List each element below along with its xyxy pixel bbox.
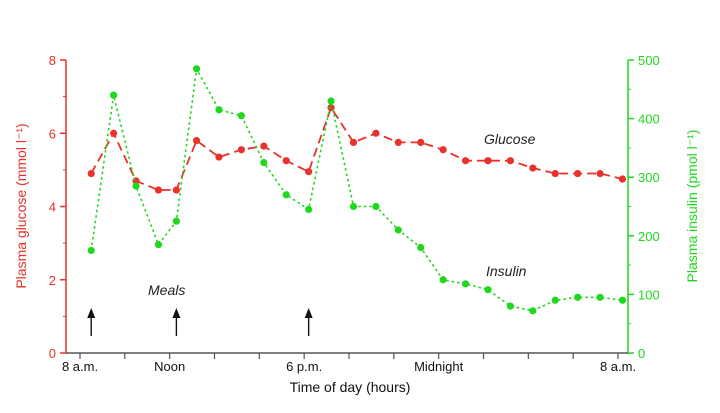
insulin-line (90, 68, 623, 312)
left-axis-title: Plasma glucose (mmol l⁻¹) (13, 123, 29, 288)
insulin-point (172, 217, 180, 225)
insulin-point (484, 286, 492, 294)
glucose-point (215, 153, 223, 161)
insulin-point (506, 302, 514, 310)
insulin-point (417, 243, 425, 252)
meal-arrow-head (304, 308, 313, 318)
right-axis-tick-label: 0 (638, 346, 645, 361)
glucose-point (417, 138, 425, 147)
glucose-point (596, 169, 604, 178)
right-axis-tick-label: 100 (638, 287, 660, 302)
glucose-point (529, 164, 537, 172)
insulin-point (110, 91, 118, 99)
glucose-point (394, 138, 402, 147)
right-axis-tick-label: 300 (638, 170, 660, 185)
insulin-point (260, 158, 268, 167)
glucose-point (305, 168, 313, 176)
glucose-point (260, 142, 268, 150)
insulin-point (305, 205, 313, 214)
insulin-point (439, 276, 447, 284)
glucose-line (90, 106, 623, 191)
glucose-point (237, 146, 245, 154)
glucose-point (439, 146, 447, 154)
glucose-point (172, 186, 180, 194)
glucose-point (618, 175, 627, 183)
glucose-point (282, 157, 290, 165)
insulin-series-label: Insulin (486, 263, 527, 279)
x-axis-tick-label: Midnight (414, 359, 464, 374)
glucose-point (87, 169, 95, 178)
glucose-point (110, 129, 118, 137)
glucose-point (484, 157, 492, 165)
insulin-point (154, 240, 163, 249)
insulin-point (87, 246, 95, 255)
x-axis-tick-label: 6 p.m. (286, 359, 322, 374)
insulin-point (529, 307, 537, 315)
meal-arrow-head (172, 308, 181, 318)
insulin-point (215, 106, 223, 114)
insulin-point (237, 112, 245, 120)
meals-label: Meals (148, 282, 185, 298)
glucose-point (574, 169, 582, 178)
left-axis-tick-label: 4 (49, 200, 56, 215)
left-axis-tick-label: 6 (49, 126, 56, 141)
glucose-point (372, 129, 380, 137)
x-axis-tick-label: 8 a.m. (62, 359, 98, 374)
insulin-point (282, 191, 290, 199)
insulin-point (192, 65, 201, 73)
insulin-point (574, 293, 582, 301)
insulin-point (394, 226, 402, 234)
insulin-point (596, 293, 604, 301)
glucose-point (154, 186, 163, 194)
glucose-series-label: Glucose (484, 131, 536, 147)
insulin-point (372, 202, 380, 211)
meal-arrow-head (87, 308, 96, 318)
glucose-point (192, 136, 201, 145)
right-axis-tick-label: 500 (638, 53, 660, 68)
x-axis-tick-label: 8 a.m. (600, 359, 636, 374)
x-axis-title: Time of day (hours) (290, 379, 411, 395)
glucose-point (349, 138, 358, 147)
insulin-point (132, 182, 140, 190)
glucose-point (506, 157, 514, 165)
left-axis-tick-label: 0 (49, 346, 56, 361)
glucose-point (461, 157, 470, 165)
insulin-point (461, 280, 470, 288)
left-axis-tick-label: 2 (49, 273, 56, 288)
insulin-point (327, 97, 335, 105)
left-axis-tick-label: 8 (49, 53, 56, 68)
right-axis-tick-label: 200 (638, 229, 660, 244)
insulin-point (349, 202, 358, 211)
right-axis-title: Plasma insulin (pmol l⁻¹) (684, 130, 700, 283)
right-axis-tick-label: 400 (638, 112, 660, 127)
glucose-point (551, 169, 559, 178)
insulin-point (551, 296, 559, 304)
x-axis-tick-label: Noon (154, 359, 185, 374)
insulin-point (618, 296, 627, 304)
